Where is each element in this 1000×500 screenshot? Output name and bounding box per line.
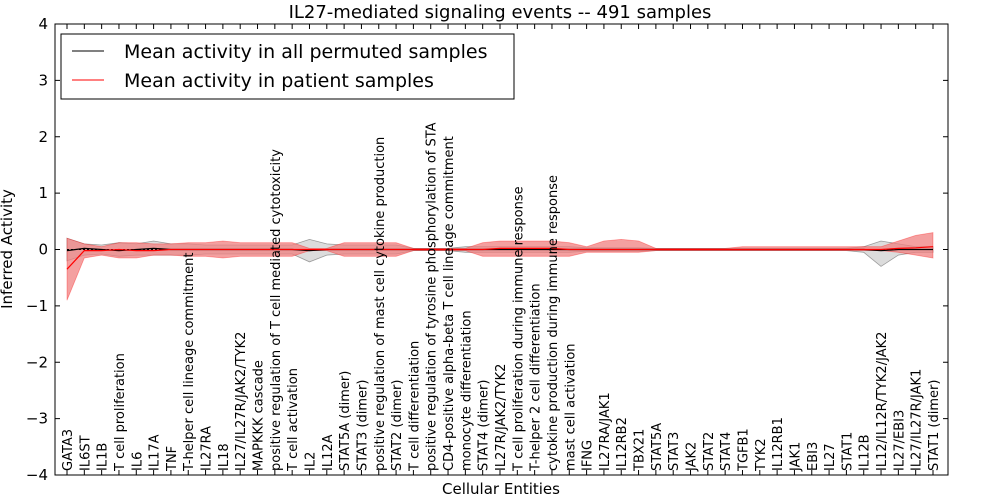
y-tick-label: −1 <box>26 297 48 315</box>
x-tick-label: IL27/EBI3 <box>892 410 907 471</box>
x-tick-label: STAT4 <box>719 432 734 471</box>
legend-label-permuted: Mean activity in all permuted samples <box>124 41 487 63</box>
x-tick-label: T-helper cell lineage commitment <box>182 253 197 472</box>
chart-title: IL27-mediated signaling events -- 491 sa… <box>289 2 712 23</box>
x-tick-label: IL12/IL12R/TYK2/JAK2 <box>875 332 890 471</box>
x-tick-label: JAK2 <box>685 442 700 472</box>
x-tick-label: IL2 <box>304 452 319 471</box>
x-tick-label: STAT5A (dimer) <box>338 371 353 471</box>
y-tick-label: −3 <box>26 410 48 428</box>
x-tick-label: T cell proliferation during immune respo… <box>511 186 526 472</box>
y-tick-label: 3 <box>38 71 48 89</box>
x-tick-label: STAT2 (dimer) <box>390 380 405 471</box>
legend-box <box>60 33 515 100</box>
x-tick-label: IL12A <box>321 434 336 471</box>
x-tick-label: T-helper 2 cell differentiation <box>529 283 544 472</box>
x-tick-label: STAT4 (dimer) <box>477 380 492 471</box>
x-tick-label: IL1B <box>96 443 111 471</box>
x-tick-label: JAK1 <box>788 442 803 472</box>
x-tick-label: EBI3 <box>806 442 821 471</box>
x-tick-label: CD4-positive alpha-beta T cell lineage c… <box>442 136 457 471</box>
x-tick-label: positive regulation of T cell mediated c… <box>269 149 284 471</box>
x-tick-label: STAT5A <box>650 423 665 471</box>
x-tick-label: cytokine production during immune respon… <box>546 175 561 471</box>
x-tick-label: IL6 <box>130 452 145 471</box>
x-tick-label: IL27RA/JAK1 <box>598 392 613 471</box>
x-tick-label: IL27/IL27R/JAK2/TYK2 <box>234 332 249 471</box>
y-tick-label: −2 <box>26 353 48 371</box>
x-tick-label: monocyte differentiation <box>459 310 474 471</box>
x-axis-label: Cellular Entities <box>442 480 560 498</box>
x-tick-label: STAT2 <box>702 432 717 471</box>
y-tick-label: 4 <box>38 15 48 33</box>
legend-label-patient: Mean activity in patient samples <box>124 70 434 92</box>
x-tick-label: T cell activation <box>286 368 301 472</box>
x-tick-label: IL27 <box>823 443 838 471</box>
x-tick-label: TYK2 <box>754 438 769 472</box>
x-axis-ticks: GATA3 IL6ST IL1B T cell proliferation IL6 IL1… <box>61 24 942 475</box>
y-tick-label: 1 <box>38 184 48 202</box>
y-tick-label: 2 <box>38 128 48 146</box>
y-axis-ticks: −4 −3 −2 −1 0 1 2 3 4 <box>26 15 948 484</box>
x-tick-label: IL17A <box>148 434 163 471</box>
x-tick-label: GATA3 <box>61 429 76 471</box>
x-tick-label: IL27RA <box>200 426 215 471</box>
x-tick-label: IL27/IL27R/JAK1 <box>910 369 925 471</box>
y-axis-label: Inferred Activity <box>0 189 16 309</box>
x-tick-label: mast cell activation <box>563 343 578 471</box>
x-tick-label: positive regulation of mast cell cytokin… <box>373 137 388 471</box>
x-tick-label: positive regulation of tyrosine phosphor… <box>425 122 440 471</box>
x-tick-label: TGFB1 <box>737 428 752 472</box>
x-tick-label: IL12RB1 <box>771 417 786 471</box>
series-lines <box>66 246 934 270</box>
y-tick-label: 0 <box>38 241 48 259</box>
x-tick-label: IL12B <box>858 434 873 471</box>
legend: Mean activity in all permuted samples Me… <box>60 33 515 100</box>
x-tick-label: STAT1 (dimer) <box>927 380 942 471</box>
x-tick-label: IL12RB2 <box>615 417 630 471</box>
x-tick-label: STAT3 <box>667 432 682 471</box>
y-tick-label: −4 <box>26 466 48 484</box>
x-tick-label: IL6ST <box>78 435 93 471</box>
x-tick-label: MAPKKK cascade <box>252 360 267 471</box>
x-tick-label: STAT3 (dimer) <box>355 380 370 471</box>
x-tick-label: TNF <box>165 446 180 472</box>
x-tick-label: TBX21 <box>633 429 648 472</box>
x-tick-label: IL27R/JAK2/TYK2 <box>494 364 509 471</box>
x-tick-label: IFNG <box>581 440 596 471</box>
series-line-patient <box>66 246 934 270</box>
x-tick-label: T cell proliferation <box>113 353 128 472</box>
x-tick-label: STAT1 <box>840 432 855 471</box>
x-tick-label: IL18 <box>217 443 232 471</box>
x-tick-label: T cell differentiation <box>407 341 422 472</box>
